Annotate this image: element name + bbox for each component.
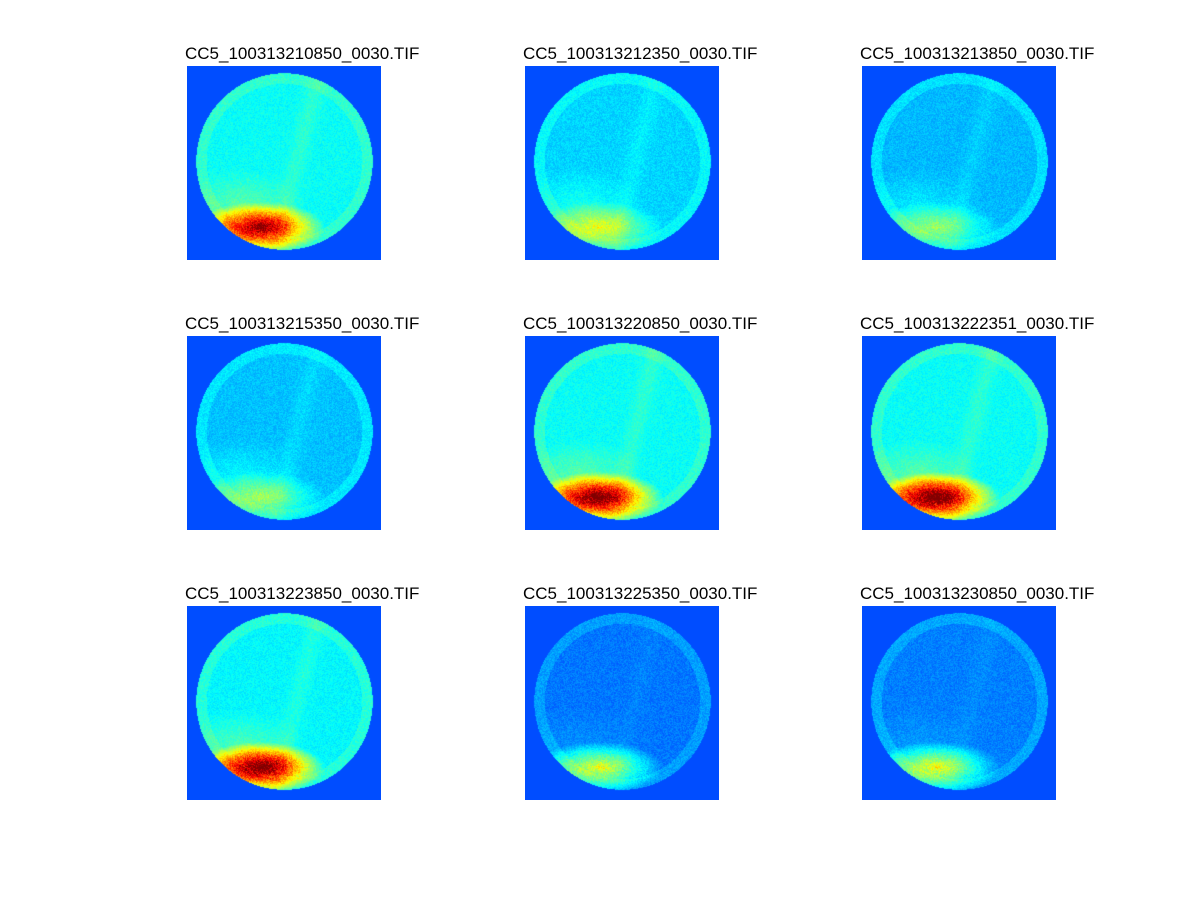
sky-image bbox=[862, 336, 1056, 530]
image-panel: CC5_100313225350_0030.TIF bbox=[523, 584, 793, 804]
image-panel: CC5_100313215350_0030.TIF bbox=[185, 314, 455, 534]
image-panel: CC5_100313212350_0030.TIF bbox=[523, 44, 793, 264]
panel-title: CC5_100313213850_0030.TIF bbox=[860, 44, 1095, 63]
panel-title: CC5_100313230850_0030.TIF bbox=[860, 584, 1095, 603]
panel-title: CC5_100313223850_0030.TIF bbox=[185, 584, 420, 603]
image-panel: CC5_100313222351_0030.TIF bbox=[860, 314, 1130, 534]
sky-image bbox=[525, 336, 719, 530]
image-panel: CC5_100313220850_0030.TIF bbox=[523, 314, 793, 534]
panel-title: CC5_100313222351_0030.TIF bbox=[860, 314, 1095, 333]
image-panel: CC5_100313210850_0030.TIF bbox=[185, 44, 455, 264]
panel-title: CC5_100313212350_0030.TIF bbox=[523, 44, 758, 63]
sky-image bbox=[862, 66, 1056, 260]
sky-image bbox=[525, 66, 719, 260]
panel-title: CC5_100313225350_0030.TIF bbox=[523, 584, 758, 603]
image-panel: CC5_100313230850_0030.TIF bbox=[860, 584, 1130, 804]
panel-title: CC5_100313215350_0030.TIF bbox=[185, 314, 420, 333]
image-panel: CC5_100313223850_0030.TIF bbox=[185, 584, 455, 804]
panel-title: CC5_100313210850_0030.TIF bbox=[185, 44, 420, 63]
sky-image bbox=[187, 66, 381, 260]
panel-title: CC5_100313220850_0030.TIF bbox=[523, 314, 758, 333]
sky-image bbox=[187, 606, 381, 800]
sky-image bbox=[862, 606, 1056, 800]
sky-image bbox=[525, 606, 719, 800]
image-panel: CC5_100313213850_0030.TIF bbox=[860, 44, 1130, 264]
sky-image bbox=[187, 336, 381, 530]
